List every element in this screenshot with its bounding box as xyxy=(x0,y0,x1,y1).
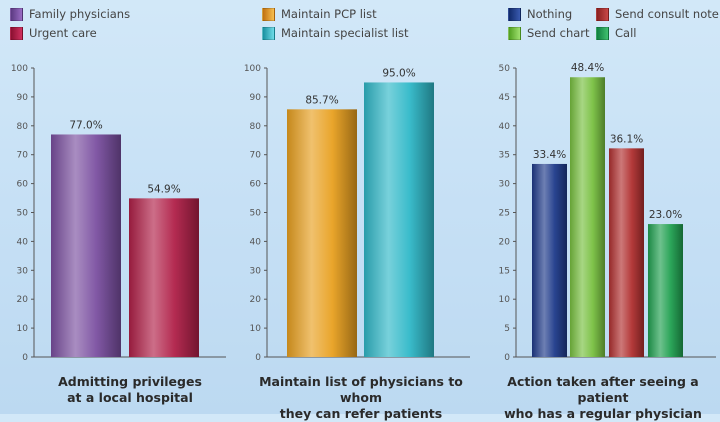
bar-send-chart xyxy=(570,77,605,358)
y-tick-label: 35 xyxy=(499,151,510,161)
bar-value-label: 36.1% xyxy=(610,133,643,145)
y-tick-label: 50 xyxy=(17,209,29,219)
legend-swatch xyxy=(262,26,275,40)
y-tick-label: 20 xyxy=(499,237,511,247)
y-tick-label: 45 xyxy=(499,93,510,103)
y-tick-label: 60 xyxy=(250,180,262,190)
chart-3-title-line-1: Action taken after seeing a patient xyxy=(507,374,699,405)
legend-swatch xyxy=(596,26,609,40)
chart-1-title-line-2: at a local hospital xyxy=(67,390,193,405)
y-tick-label: 80 xyxy=(17,122,29,132)
y-tick-label: 30 xyxy=(17,266,29,276)
bar-value-label: 95.0% xyxy=(382,67,415,79)
bar-value-label: 85.7% xyxy=(305,94,338,106)
bar-value-label: 77.0% xyxy=(69,119,102,131)
y-tick-label: 20 xyxy=(250,295,262,305)
y-tick-label: 30 xyxy=(250,266,262,276)
y-tick-label: 0 xyxy=(22,353,28,363)
y-tick-label: 40 xyxy=(499,122,511,132)
y-tick-label: 25 xyxy=(499,209,510,219)
legend-nothing: Nothing xyxy=(508,7,572,21)
legend-label: Nothing xyxy=(527,7,573,21)
bar-value-label: 33.4% xyxy=(533,149,566,161)
bar-urgent-care xyxy=(129,198,199,357)
y-tick-label: 10 xyxy=(250,324,262,334)
bar-maintain-pcp-list xyxy=(287,109,357,358)
chart-1-title-line-1: Admitting privileges xyxy=(58,374,202,389)
chart-1-title: Admitting privileges at a local hospital xyxy=(40,374,220,406)
legend-label: Maintain PCP list xyxy=(281,7,377,21)
y-tick-label: 50 xyxy=(250,209,262,219)
y-tick-label: 40 xyxy=(17,237,29,247)
y-tick-label: 90 xyxy=(17,93,29,103)
bar-value-label: 23.0% xyxy=(649,209,682,221)
y-tick-label: 100 xyxy=(11,64,28,74)
legend-label: Send consult note xyxy=(615,7,719,21)
chart-3-title: Action taken after seeing a patient who … xyxy=(486,374,720,422)
y-tick-label: 80 xyxy=(250,122,262,132)
chart-2-title-line-1: Maintain list of physicians to whom xyxy=(259,374,463,405)
legend-label: Urgent care xyxy=(29,26,97,40)
legend-send-chart: Send chart xyxy=(508,26,590,40)
y-tick-label: 50 xyxy=(499,64,511,74)
y-tick-label: 90 xyxy=(250,93,262,103)
y-tick-label: 20 xyxy=(17,295,29,305)
y-tick-label: 60 xyxy=(17,180,29,190)
y-tick-label: 0 xyxy=(255,353,261,363)
y-tick-label: 70 xyxy=(17,151,29,161)
y-tick-label: 100 xyxy=(244,64,261,74)
legend-family-physicians: Family physicians xyxy=(10,7,130,21)
legend-swatch xyxy=(262,7,275,21)
y-tick-label: 10 xyxy=(499,295,511,305)
bar-family-physicians xyxy=(51,134,121,357)
bar-value-label: 54.9% xyxy=(147,183,180,195)
y-tick-label: 5 xyxy=(504,324,510,334)
y-tick-label: 10 xyxy=(17,324,29,334)
legend-swatch xyxy=(10,26,23,40)
legend-label: Call xyxy=(615,26,637,40)
legend-maintain-specialist-list: Maintain specialist list xyxy=(262,26,409,40)
y-tick-label: 15 xyxy=(499,266,510,276)
bar-call xyxy=(648,224,683,357)
legend-label: Maintain specialist list xyxy=(281,26,409,40)
legend-urgent-care: Urgent care xyxy=(10,26,97,40)
bar-value-label: 48.4% xyxy=(571,62,604,74)
chart-2-title: Maintain list of physicians to whom they… xyxy=(236,374,486,422)
legend-label: Send chart xyxy=(527,26,590,40)
bar-maintain-specialist-list xyxy=(364,82,434,357)
legend-label: Family physicians xyxy=(29,7,131,21)
legend-swatch xyxy=(508,7,521,21)
bar-send-consult-note xyxy=(609,148,644,357)
y-tick-label: 40 xyxy=(250,237,262,247)
legend-swatch xyxy=(596,7,609,21)
bar-nothing xyxy=(532,163,567,357)
legend-swatch xyxy=(508,26,521,40)
legend-maintain-pcp-list: Maintain PCP list xyxy=(262,7,377,21)
y-tick-label: 70 xyxy=(250,151,262,161)
legend-send-consult-note: Send consult note xyxy=(596,7,719,21)
legend-call: Call xyxy=(596,26,636,40)
y-tick-label: 30 xyxy=(499,180,511,190)
y-tick-label: 0 xyxy=(504,353,510,363)
legend-swatch xyxy=(10,7,23,21)
